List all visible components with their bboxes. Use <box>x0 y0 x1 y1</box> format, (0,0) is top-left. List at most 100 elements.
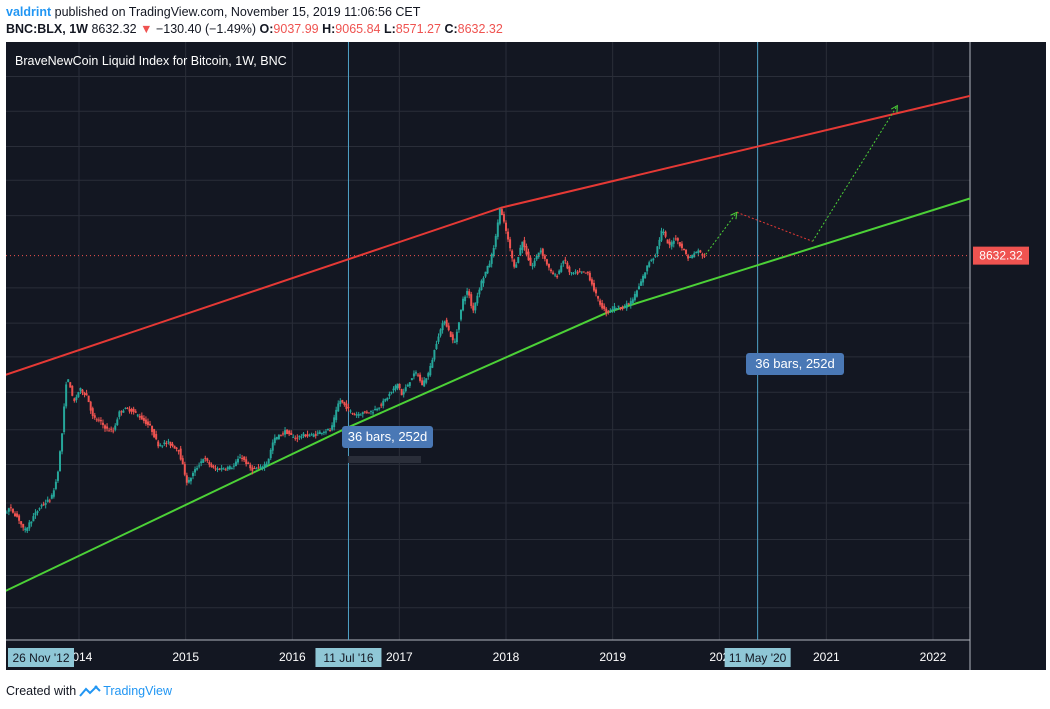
candle-body <box>640 281 643 286</box>
candle-body <box>642 275 645 283</box>
candle-body <box>36 511 39 513</box>
y-axis-band <box>970 42 1046 670</box>
candle-body <box>312 434 315 437</box>
candle-body <box>218 468 221 470</box>
candle-body <box>61 433 64 452</box>
candle-body <box>482 277 485 284</box>
candle-body <box>322 431 325 433</box>
candle-body <box>470 294 473 306</box>
candle-body <box>498 208 501 224</box>
candle-body <box>286 429 289 435</box>
candle-body <box>122 410 125 413</box>
candle-body <box>351 412 354 414</box>
candle-body <box>261 467 264 469</box>
candle-body <box>93 415 96 418</box>
candle-body <box>343 401 346 405</box>
candle-body <box>333 417 336 428</box>
candle-body <box>584 272 587 274</box>
candle-body <box>404 387 407 392</box>
candle-body <box>6 512 8 514</box>
candle-body <box>50 494 53 499</box>
tradingview-link[interactable]: TradingView <box>79 684 172 698</box>
candle-body <box>310 434 313 436</box>
candle-body <box>572 273 575 275</box>
candle-body <box>77 392 80 398</box>
candle-body <box>457 322 460 330</box>
candle-body <box>595 289 598 294</box>
candle-body <box>468 291 471 296</box>
candle-body <box>99 420 102 422</box>
candle-body <box>142 417 145 421</box>
candle-body <box>464 296 467 302</box>
candle-body <box>24 528 27 531</box>
candle-body <box>443 321 446 324</box>
candle-body <box>349 410 352 412</box>
candle-body <box>151 425 154 432</box>
candle-body <box>601 302 604 309</box>
candle-body <box>345 403 348 409</box>
date-label-box <box>315 648 382 667</box>
candle-body <box>609 310 612 312</box>
price-chart[interactable]: 340000.00180000.00100000.0055000.0031000… <box>6 42 1046 670</box>
candle-body <box>687 255 690 259</box>
candle-body <box>181 458 184 465</box>
date-label-box <box>724 648 791 667</box>
candle-body <box>247 462 250 464</box>
candle-body <box>226 467 229 470</box>
date-label-box <box>8 648 74 667</box>
candle-body <box>116 419 119 426</box>
candle-body <box>56 471 59 481</box>
candle-body <box>359 414 362 416</box>
candle-body <box>165 442 168 444</box>
candle-body <box>324 431 327 433</box>
candle-body <box>187 479 190 483</box>
candle-body <box>435 343 438 350</box>
candle-body <box>621 306 624 309</box>
candle-body <box>275 436 278 440</box>
candle-body <box>214 468 217 470</box>
candle-body <box>476 295 479 304</box>
projection-arrowhead <box>890 104 898 113</box>
candle-body <box>478 289 481 295</box>
candle-body <box>230 468 233 470</box>
candle-body <box>439 329 442 336</box>
candle-body <box>490 254 493 264</box>
candle-body <box>447 325 450 331</box>
tradingview-brand: TradingView <box>103 684 172 698</box>
price-change: −130.40 (−1.49%) <box>155 22 257 36</box>
x-tick-label: 2015 <box>172 650 199 664</box>
candle-body <box>265 463 268 467</box>
candle-body <box>633 293 636 301</box>
candle-body <box>412 373 415 377</box>
candle-body <box>81 389 84 393</box>
candle-body <box>200 461 203 464</box>
candle-body <box>63 406 66 433</box>
candle-body <box>20 521 23 525</box>
range-badge-text: 36 bars, 252d <box>348 429 428 444</box>
candle-body <box>406 384 409 387</box>
candle-body <box>318 431 321 435</box>
candle-body <box>251 467 254 471</box>
candle-body <box>353 414 356 416</box>
author-link[interactable]: valdrint <box>6 5 52 19</box>
chart-area[interactable]: 340000.00180000.00100000.0055000.0031000… <box>6 42 1046 670</box>
candle-body <box>691 254 694 259</box>
candle-body <box>619 307 622 309</box>
last-price-badge <box>973 246 1029 265</box>
candle-body <box>44 503 47 505</box>
candle-body <box>228 466 231 470</box>
candle-body <box>269 449 272 459</box>
candle-body <box>71 385 74 396</box>
candle-body <box>678 242 681 247</box>
projection-segment <box>705 212 738 255</box>
candle-body <box>149 423 152 426</box>
publish-line: valdrint published on TradingView.com, N… <box>6 4 1046 21</box>
low-label: L: <box>383 22 396 36</box>
candle-body <box>239 457 242 459</box>
candle-body <box>652 258 655 261</box>
candle-body <box>543 255 546 259</box>
candle-body <box>421 380 424 386</box>
candle-body <box>695 251 698 254</box>
candle-body <box>453 341 456 343</box>
candle-body <box>592 282 595 291</box>
